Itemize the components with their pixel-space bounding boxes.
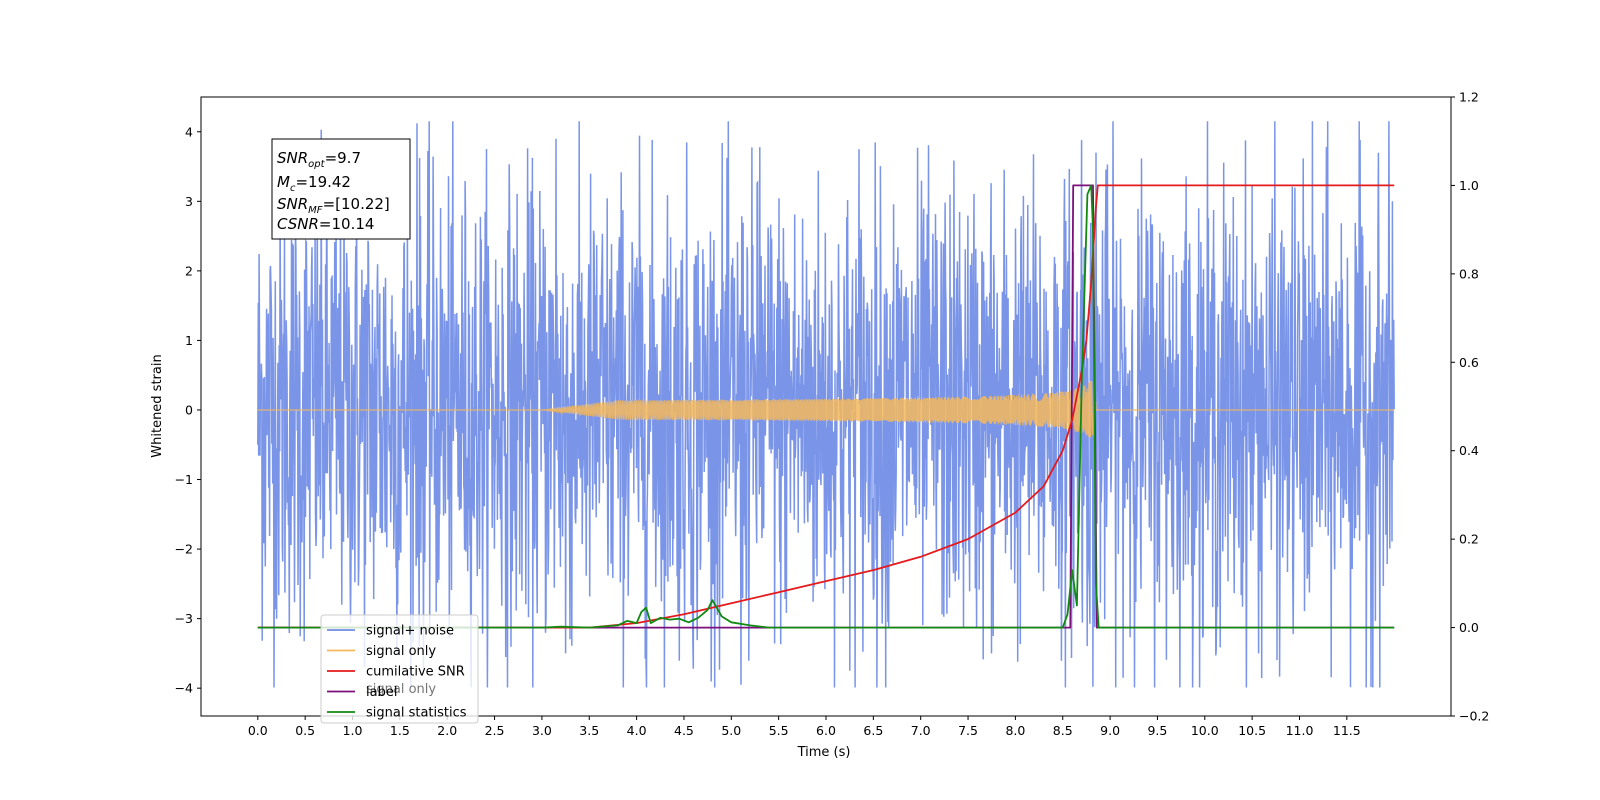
annotation-snr-opt: SNRopt=9.7 [277, 149, 361, 170]
y-left-tick-label: −4 [175, 681, 193, 696]
y-axis-left: −4 −3 −2 −1 0 1 2 3 4 [175, 124, 201, 696]
series-signal-statistics-line [257, 184, 1395, 629]
x-tick-label: 8.5 [1053, 723, 1073, 738]
x-tick-label: 2.0 [437, 723, 457, 738]
y-left-tick-label: −1 [175, 472, 193, 487]
y-left-tick-label: 1 [185, 333, 193, 348]
y-left-tick-label: 0 [185, 402, 193, 417]
x-tick-label: 0.0 [248, 723, 268, 738]
x-tick-label: 6.0 [816, 723, 836, 738]
snr-mf-value: [10.22] [335, 195, 390, 213]
legend-label: signal statistics [366, 706, 467, 721]
x-tick-label: 11.0 [1286, 723, 1314, 738]
x-tick-label: 7.0 [911, 723, 931, 738]
m-c-value: 19.42 [308, 173, 351, 191]
x-tick-label: 0.5 [295, 723, 315, 738]
y-right-tick-label: 0.2 [1459, 532, 1479, 547]
legend: signal only signal+ noise signal only cumi… [320, 614, 479, 724]
snr-opt-value: 9.7 [337, 149, 361, 167]
csnr-value: 10.14 [332, 215, 375, 233]
legend-ghost-text: signal only [366, 682, 436, 697]
y-left-tick-label: −2 [175, 542, 193, 557]
x-tick-label: 11.5 [1333, 723, 1361, 738]
x-axis: 0.0 0.5 1.0 1.5 2.0 2.5 3.0 3.5 4.0 4.5 5.0 5.5 6.0 6… [248, 716, 1361, 738]
plot-area [257, 121, 1395, 688]
x-tick-label: 4.0 [627, 723, 647, 738]
stats-annotation: SNRopt=9.7 Mc=19.42 SNRMF=[10.22] CSNR=1… [271, 138, 411, 240]
x-tick-label: 4.5 [674, 723, 694, 738]
series-cumulative-snr-line [257, 184, 1395, 629]
x-tick-label: 10.0 [1191, 723, 1219, 738]
x-tick-label: 10.5 [1238, 723, 1266, 738]
series-signal-only-line [257, 364, 1395, 450]
x-tick-label: 5.5 [769, 723, 789, 738]
y-right-tick-label: 0.4 [1459, 443, 1479, 458]
y-right-tick-label: 0.6 [1459, 355, 1479, 370]
y-axis-right: −0.2 0.0 0.2 0.4 0.6 0.8 1.0 1.2 [1451, 90, 1489, 724]
x-axis-label: Time (s) [797, 745, 851, 760]
annotation-csnr: CSNR=10.14 [277, 215, 374, 233]
annotation-box [271, 138, 411, 240]
x-tick-label: 5.0 [721, 723, 741, 738]
legend-label: label [366, 685, 397, 700]
x-tick-label: 3.5 [579, 723, 599, 738]
y-left-tick-label: 4 [185, 124, 193, 139]
x-tick-label: 9.5 [1147, 723, 1167, 738]
x-tick-label: 9.0 [1100, 723, 1120, 738]
y-right-tick-label: 0.8 [1459, 266, 1479, 281]
series-signal-noise-line [257, 121, 1395, 688]
y-left-tick-label: 3 [185, 194, 193, 209]
annotation-snr-mf: SNRMF=[10.22] [277, 195, 390, 216]
x-tick-label: 1.5 [390, 723, 410, 738]
y-right-tick-label: 0.0 [1459, 620, 1479, 635]
legend-label: signal only [366, 644, 436, 659]
x-tick-label: 1.0 [343, 723, 363, 738]
legend-label: signal+ noise [366, 624, 454, 639]
y-right-tick-label: 1.0 [1459, 178, 1479, 193]
x-tick-label: 2.5 [485, 723, 505, 738]
y-right-tick-label: −0.2 [1459, 709, 1489, 724]
y-axis-label: Whitened strain [150, 354, 165, 457]
x-tick-label: 3.0 [532, 723, 552, 738]
x-tick-label: 7.5 [958, 723, 978, 738]
y-left-tick-label: 2 [185, 263, 193, 278]
y-left-tick-label: −3 [175, 611, 193, 626]
x-tick-label: 6.5 [863, 723, 883, 738]
x-tick-label: 8.0 [1005, 723, 1025, 738]
legend-label: cumilative SNR [366, 665, 465, 680]
annotation-chirp-mass: Mc=19.42 [277, 173, 351, 194]
legend-frame [320, 614, 479, 724]
y-right-tick-label: 1.2 [1459, 90, 1479, 105]
